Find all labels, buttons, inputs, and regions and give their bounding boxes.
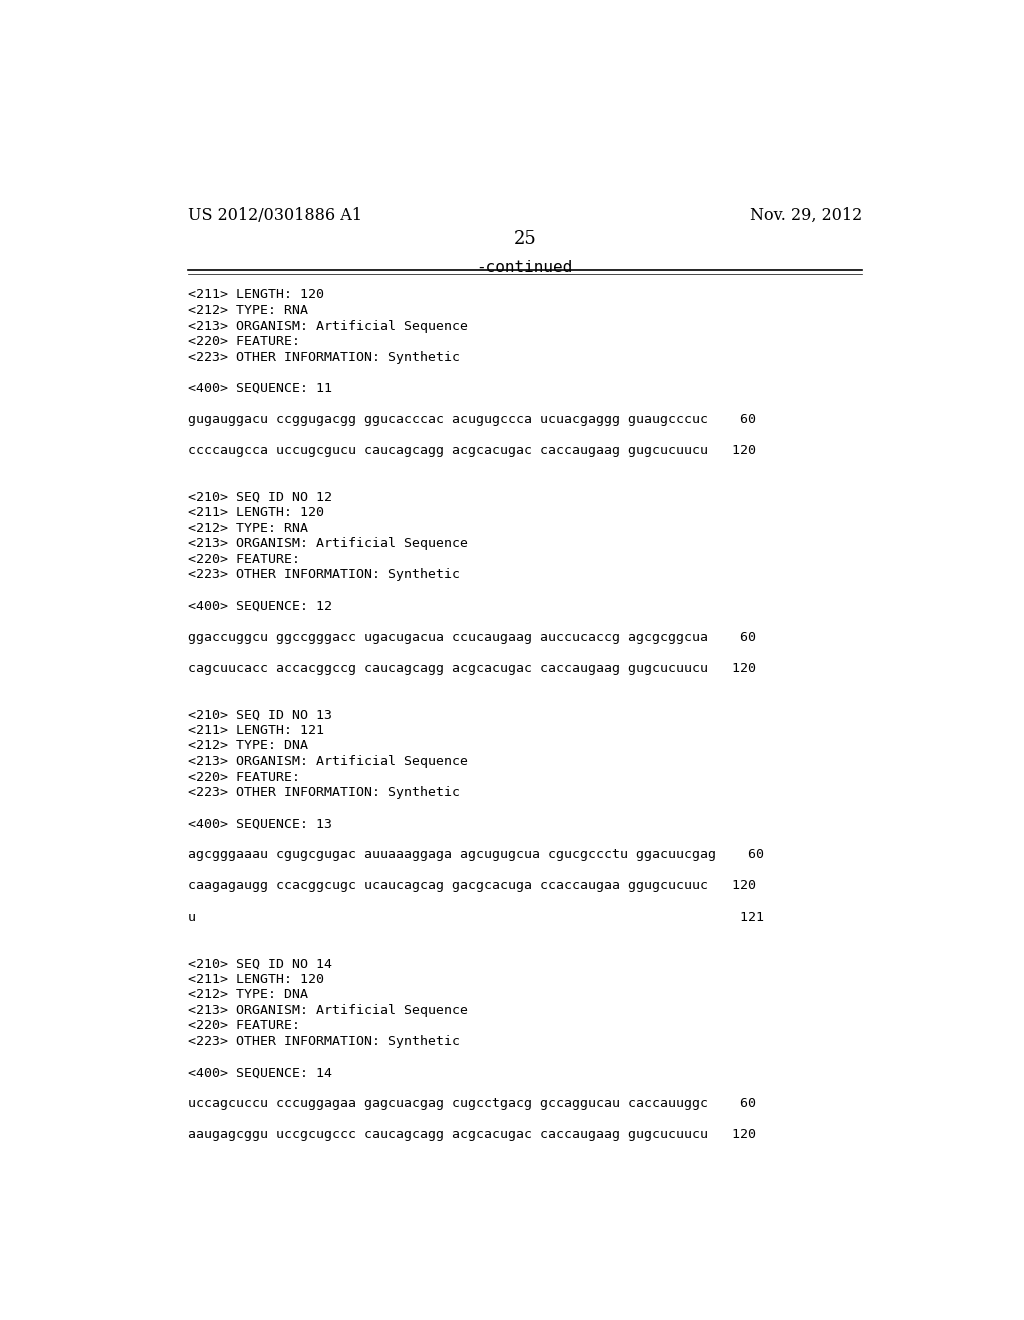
Text: <211> LENGTH: 120: <211> LENGTH: 120 [187,289,324,301]
Text: <213> ORGANISM: Artificial Sequence: <213> ORGANISM: Artificial Sequence [187,1003,468,1016]
Text: <212> TYPE: RNA: <212> TYPE: RNA [187,304,307,317]
Text: agcgggaaau cgugcgugac auuaaaggaga agcugugcua cgucgccctu ggacuucgag    60: agcgggaaau cgugcgugac auuaaaggaga agcugu… [187,849,764,862]
Text: <212> TYPE: RNA: <212> TYPE: RNA [187,521,307,535]
Text: caagagaugg ccacggcugc ucaucagcag gacgcacuga ccaccaugaa ggugcucuuc   120: caagagaugg ccacggcugc ucaucagcag gacgcac… [187,879,756,892]
Text: <220> FEATURE:: <220> FEATURE: [187,553,299,566]
Text: <220> FEATURE:: <220> FEATURE: [187,771,299,784]
Text: <223> OTHER INFORMATION: Synthetic: <223> OTHER INFORMATION: Synthetic [187,1035,460,1048]
Text: <210> SEQ ID NO 13: <210> SEQ ID NO 13 [187,709,332,721]
Text: uccagcuccu cccuggagaa gagcuacgag cugcctgacg gccaggucau caccauuggc    60: uccagcuccu cccuggagaa gagcuacgag cugcctg… [187,1097,756,1110]
Text: cagcuucacc accacggccg caucagcagg acgcacugac caccaugaag gugcucuucu   120: cagcuucacc accacggccg caucagcagg acgcacu… [187,661,756,675]
Text: <211> LENGTH: 120: <211> LENGTH: 120 [187,506,324,519]
Text: <210> SEQ ID NO 12: <210> SEQ ID NO 12 [187,491,332,504]
Text: <213> ORGANISM: Artificial Sequence: <213> ORGANISM: Artificial Sequence [187,319,468,333]
Text: <223> OTHER INFORMATION: Synthetic: <223> OTHER INFORMATION: Synthetic [187,351,460,364]
Text: Nov. 29, 2012: Nov. 29, 2012 [750,207,862,224]
Text: <400> SEQUENCE: 12: <400> SEQUENCE: 12 [187,599,332,612]
Text: ggaccuggcu ggccgggacc ugacugacua ccucaugaag auccucaccg agcgcggcua    60: ggaccuggcu ggccgggacc ugacugacua ccucaug… [187,631,756,644]
Text: <213> ORGANISM: Artificial Sequence: <213> ORGANISM: Artificial Sequence [187,755,468,768]
Text: US 2012/0301886 A1: US 2012/0301886 A1 [187,207,361,224]
Text: <211> LENGTH: 120: <211> LENGTH: 120 [187,973,324,986]
Text: <400> SEQUENCE: 14: <400> SEQUENCE: 14 [187,1067,332,1078]
Text: <212> TYPE: DNA: <212> TYPE: DNA [187,989,307,1002]
Text: <220> FEATURE:: <220> FEATURE: [187,335,299,348]
Text: <211> LENGTH: 121: <211> LENGTH: 121 [187,723,324,737]
Text: -continued: -continued [477,260,572,275]
Text: <223> OTHER INFORMATION: Synthetic: <223> OTHER INFORMATION: Synthetic [187,787,460,799]
Text: <400> SEQUENCE: 11: <400> SEQUENCE: 11 [187,381,332,395]
Text: 25: 25 [513,230,537,248]
Text: <213> ORGANISM: Artificial Sequence: <213> ORGANISM: Artificial Sequence [187,537,468,550]
Text: <400> SEQUENCE: 13: <400> SEQUENCE: 13 [187,817,332,830]
Text: u                                                                    121: u 121 [187,911,764,924]
Text: <223> OTHER INFORMATION: Synthetic: <223> OTHER INFORMATION: Synthetic [187,569,460,581]
Text: gugauggacu ccggugacgg ggucacccac acugugccca ucuacgaggg guaugcccuc    60: gugauggacu ccggugacgg ggucacccac acugugc… [187,413,756,426]
Text: <212> TYPE: DNA: <212> TYPE: DNA [187,739,307,752]
Text: <210> SEQ ID NO 14: <210> SEQ ID NO 14 [187,957,332,970]
Text: <220> FEATURE:: <220> FEATURE: [187,1019,299,1032]
Text: aaugagcggu uccgcugccc caucagcagg acgcacugac caccaugaag gugcucuucu   120: aaugagcggu uccgcugccc caucagcagg acgcacu… [187,1129,756,1142]
Text: ccccaugcca uccugcgucu caucagcagg acgcacugac caccaugaag gugcucuucu   120: ccccaugcca uccugcgucu caucagcagg acgcacu… [187,444,756,457]
